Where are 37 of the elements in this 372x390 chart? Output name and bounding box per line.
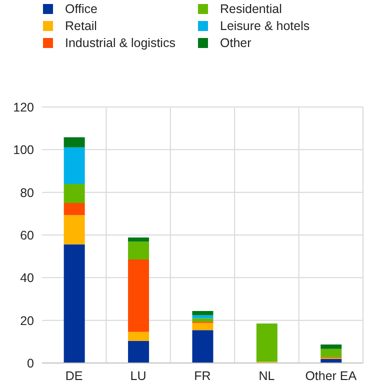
y-tick-label: 60 xyxy=(20,228,34,242)
bar xyxy=(64,184,85,203)
x-tick-label: Other EA xyxy=(305,368,358,383)
bar xyxy=(128,238,150,242)
y-tick-label: 20 xyxy=(20,314,34,328)
bar xyxy=(64,137,85,148)
y-tick-label: 40 xyxy=(20,271,34,286)
bar xyxy=(256,324,278,362)
legend-label: Retail xyxy=(65,19,97,34)
x-tick-label: DE xyxy=(65,368,83,383)
y-tick-label: 100 xyxy=(13,143,34,158)
legend-label: Industrial & logistics xyxy=(65,36,176,50)
bar xyxy=(64,215,85,244)
x-tick-label: FR xyxy=(194,368,211,383)
legend-label: Leisure & hotels xyxy=(220,19,310,34)
bar xyxy=(64,203,85,216)
y-tick-label: 0 xyxy=(27,356,34,370)
bar xyxy=(192,310,214,316)
legend-label: Residential xyxy=(220,2,282,16)
bar xyxy=(64,244,85,363)
bar xyxy=(192,318,214,322)
bar xyxy=(320,348,342,358)
x-tick-label: LU xyxy=(130,368,146,383)
bar xyxy=(320,344,342,349)
x-tick-label: NL xyxy=(258,368,275,383)
legend-label: Other xyxy=(220,36,252,50)
bar xyxy=(192,322,214,330)
bar xyxy=(64,147,85,184)
bar xyxy=(128,340,150,363)
bar xyxy=(128,260,150,332)
bar xyxy=(192,315,214,318)
bar xyxy=(192,330,214,363)
bar xyxy=(128,332,150,341)
y-tick-label: 80 xyxy=(20,186,34,200)
bar xyxy=(128,242,150,260)
legend-label: Office xyxy=(65,2,98,16)
y-tick-label: 120 xyxy=(13,100,34,114)
